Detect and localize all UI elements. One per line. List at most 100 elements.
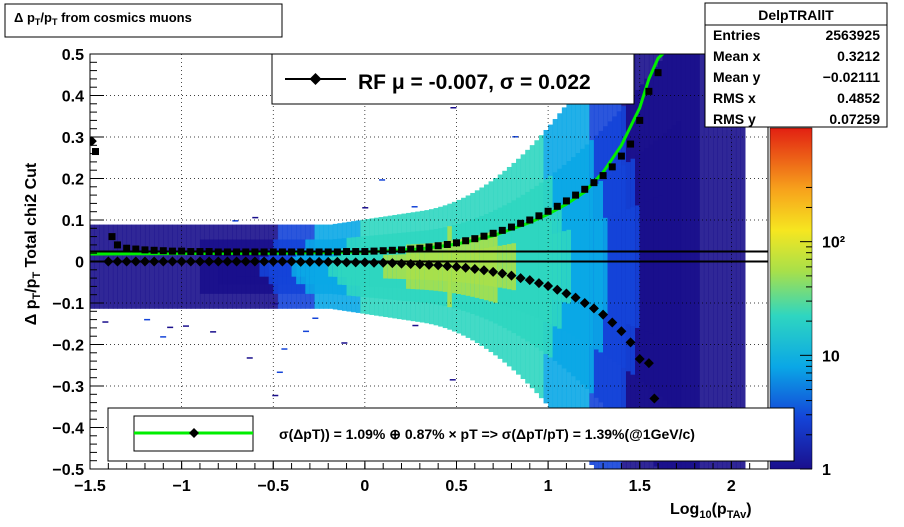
mean-point — [625, 337, 636, 348]
sigma-point — [214, 248, 222, 256]
legend-bottom-text: σ(ΔpT)) = 1.09% ⊕ 0.87% × pT => σ(ΔpT/pT… — [279, 426, 695, 442]
sigma-point — [407, 245, 415, 253]
mean-point — [295, 256, 306, 267]
sigma-point — [434, 242, 442, 250]
sigma-point — [315, 248, 323, 256]
mean-point — [424, 259, 434, 270]
sigma-point — [480, 232, 488, 240]
sigma-point — [343, 248, 351, 256]
sigma-point — [242, 248, 250, 256]
sigma-point — [297, 248, 305, 256]
y-tick-label: 0.3 — [62, 130, 84, 147]
y-tick-label: −0.1 — [52, 296, 84, 313]
mean-point — [204, 256, 215, 267]
mean-point — [649, 393, 660, 404]
mean-point — [442, 261, 453, 272]
sigma-point — [608, 163, 616, 171]
mean-point — [222, 256, 233, 267]
sigma-point — [150, 246, 158, 254]
mean-point — [570, 292, 581, 303]
mean-point — [634, 354, 645, 365]
sigma-point — [462, 237, 470, 245]
stats-rows: Entries 2563925 Mean x 0.3212 Mean y −0.02111… — [713, 27, 880, 127]
mean-point — [369, 257, 380, 268]
sigma-point — [645, 87, 653, 95]
legend-top-text: RF μ = -0.007, σ = 0.022 — [358, 71, 591, 94]
sigma-point — [260, 248, 268, 256]
sigma-point — [251, 248, 259, 256]
mean-point — [149, 256, 160, 267]
color-bar-axis: 1 10 10² — [800, 186, 845, 479]
stats-label: Mean x — [713, 48, 761, 64]
y-tick-label: 0.4 — [62, 89, 84, 106]
mean-point — [515, 273, 526, 284]
color-bar-tick: 1 — [822, 462, 831, 479]
sigma-point — [581, 185, 589, 193]
mean-point — [524, 275, 535, 286]
sigma-point — [498, 226, 506, 234]
sigma-point — [517, 219, 525, 227]
sigma-point — [544, 207, 552, 215]
stats-value: −0.02111 — [823, 69, 880, 85]
sigma-point — [416, 244, 424, 252]
sigma-point — [141, 246, 149, 254]
sigma-point — [452, 239, 460, 247]
sigma-point — [288, 248, 296, 256]
stats-label: Mean y — [713, 69, 761, 85]
mean-point — [579, 298, 590, 308]
sigma-point — [269, 248, 277, 256]
legend-bottom-marker — [189, 428, 199, 438]
y-tick-label: −0.5 — [52, 462, 84, 479]
sigma-point — [361, 248, 369, 256]
sigma-point — [223, 248, 231, 256]
mean-point — [350, 257, 361, 268]
sigma-point — [205, 248, 213, 256]
y-tick-label: −0.2 — [52, 338, 84, 355]
mean-point — [488, 266, 499, 277]
sigma-point — [553, 202, 561, 210]
mean-point — [112, 256, 123, 267]
mean-point — [533, 278, 544, 289]
y-tick-label: 0 — [75, 255, 84, 272]
mean-point — [588, 303, 599, 314]
sigma-point — [159, 247, 167, 255]
mean-point — [213, 256, 224, 267]
sigma-point — [187, 248, 195, 256]
mean-point — [405, 258, 416, 269]
mean-point — [249, 256, 260, 267]
x-tick-label: 0.5 — [445, 478, 467, 495]
sigma-point — [132, 245, 140, 253]
chart-title: Δ pT/pT from cosmics muons — [14, 10, 192, 27]
color-bar-tick: 10 — [822, 348, 840, 365]
mean-point — [552, 284, 563, 295]
sigma-point — [306, 248, 314, 256]
sigma-point — [108, 233, 116, 241]
mean-point — [341, 257, 352, 268]
sigma-point — [617, 152, 625, 160]
stats-value: 0.3212 — [837, 48, 880, 64]
stats-value: 0.07259 — [829, 111, 880, 127]
mean-point — [497, 268, 508, 279]
y-tick-label: 0.5 — [62, 47, 84, 64]
mean-point — [561, 288, 572, 299]
sigma-point — [471, 235, 479, 243]
sigma-point — [627, 140, 635, 148]
x-tick-label: 1.5 — [629, 478, 651, 495]
stats-box — [704, 2, 888, 128]
sigma-point — [636, 116, 644, 124]
x-tick-label: −0.5 — [257, 478, 289, 495]
sigma-point — [535, 212, 543, 220]
sigma-point — [425, 243, 433, 251]
mean-point — [90, 136, 97, 147]
mean-point — [103, 256, 114, 267]
mean-point — [240, 256, 251, 267]
sigma-point — [333, 248, 341, 256]
mean-point — [506, 270, 517, 281]
x-tick-label: 2 — [727, 478, 736, 495]
legend-top-marker — [309, 73, 322, 85]
x-tick-label: −1.5 — [74, 478, 106, 495]
sigma-point — [590, 179, 598, 187]
y-tick-label: 0.2 — [62, 172, 84, 189]
mean-point — [378, 257, 389, 268]
